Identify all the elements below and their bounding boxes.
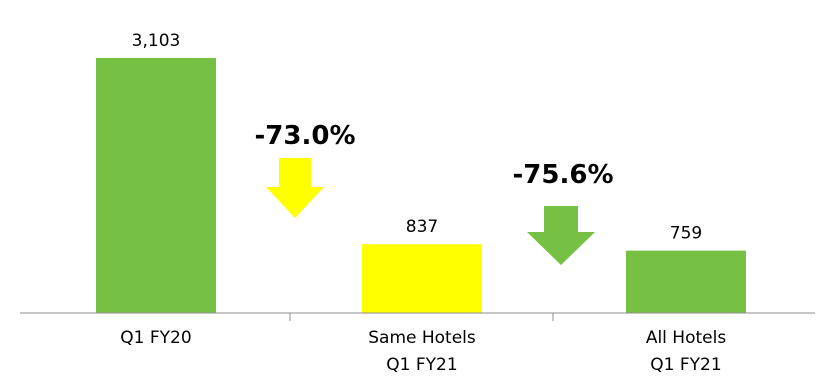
down-arrow-icon-green (527, 206, 595, 265)
bar-2 (362, 244, 482, 313)
change-label-1: -73.0% (255, 121, 356, 151)
bar-3 (626, 250, 746, 313)
down-arrow-icon-yellow (266, 158, 324, 218)
category-label-2-line-1: Same Hotels (368, 328, 476, 348)
category-label-3-line-2: Q1 FY21 (650, 355, 721, 375)
value-label-1: 3,103 (132, 31, 181, 51)
value-label-3: 759 (670, 224, 702, 244)
category-label-1-line-1: Q1 FY20 (120, 328, 191, 348)
change-label-2: -75.6% (513, 160, 614, 190)
category-label-3-line-1: All Hotels (646, 328, 727, 348)
category-label-2-line-2: Q1 FY21 (386, 355, 457, 375)
bar-1 (96, 58, 216, 313)
value-label-2: 837 (406, 217, 438, 237)
